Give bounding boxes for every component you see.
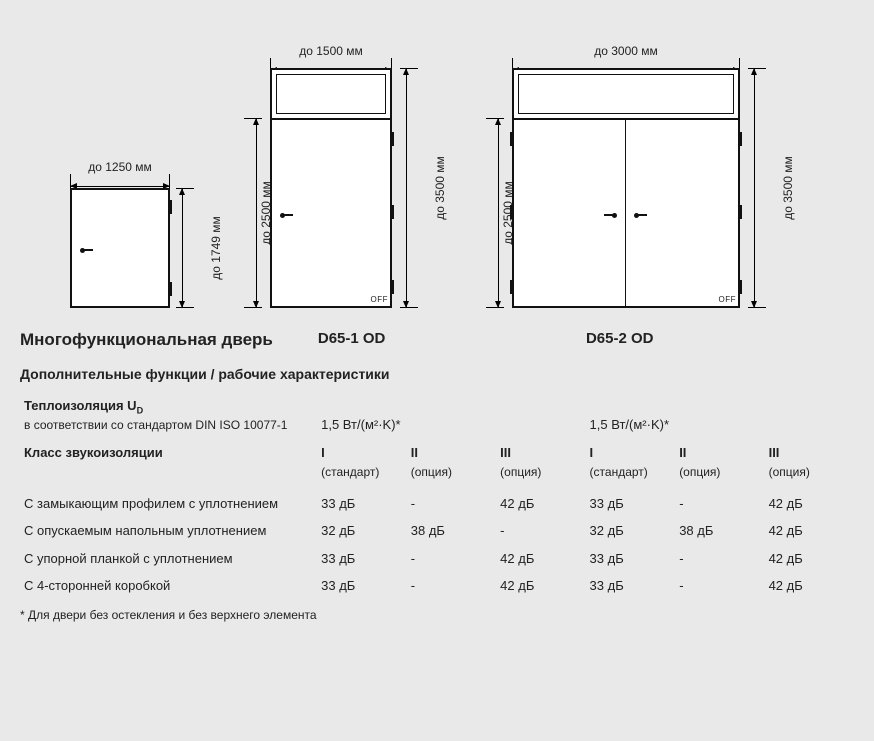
thermal-row: Теплоизоляция UD в соответствии со станд… xyxy=(20,392,854,439)
cell-value: 32 дБ xyxy=(317,517,407,545)
door-handle-icon xyxy=(634,213,639,218)
hinge-icon xyxy=(510,280,514,294)
cell-value: 42 дБ xyxy=(496,490,585,518)
door-handle-icon xyxy=(280,213,285,218)
sound-header-row: Класс звукоизоляции I II III I II III xyxy=(20,439,854,464)
cell-value: - xyxy=(407,490,496,518)
row-label: С 4-сторонней коробкой xyxy=(20,572,317,600)
dim-width: до 1250 мм xyxy=(70,160,170,174)
dim-height-leaf: до 2500 мм xyxy=(238,118,262,308)
hinge-icon xyxy=(510,205,514,219)
col-ii: II xyxy=(407,439,496,464)
hinge-icon xyxy=(738,280,742,294)
cell-value: 33 дБ xyxy=(586,545,676,573)
door-d65-2: до 3000 мм до 2500 мм до 3500 мм xyxy=(512,68,740,308)
hinge-icon xyxy=(738,205,742,219)
cell-value: - xyxy=(407,545,496,573)
thermal-note: в соответствии со стандартом DIN ISO 100… xyxy=(24,418,287,432)
table-row: С замыкающим профилем с уплотнением33 дБ… xyxy=(20,490,854,518)
dim-height: до 1749 мм xyxy=(176,188,200,308)
row-label: С замыкающим профилем с уплотнением xyxy=(20,490,317,518)
sound-subheader-row: (стандарт) (опция) (опция) (стандарт) (о… xyxy=(20,464,854,490)
off-label: OFF xyxy=(371,295,389,304)
footnote: * Для двери без остекления и без верхнег… xyxy=(20,600,854,622)
table-row: С упорной планкой с уплотнением33 дБ-42 … xyxy=(20,545,854,573)
cell-value: - xyxy=(675,545,764,573)
dim-width: до 3000 мм xyxy=(512,44,740,58)
row-label: С опускаемым напольным уплотнением xyxy=(20,517,317,545)
door-diagrams: до 1250 мм до 1749 мм до 1500 мм до 2500… xyxy=(20,18,854,308)
row-label: С упорной планкой с уплотнением xyxy=(20,545,317,573)
cell-value: 38 дБ xyxy=(407,517,496,545)
page-title: Многофункциональная дверь xyxy=(20,330,318,350)
col-iii: III xyxy=(496,439,585,464)
col-iii: III xyxy=(765,439,854,464)
door-leaf xyxy=(70,188,170,308)
table-row: С опускаемым напольным уплотнением32 дБ3… xyxy=(20,517,854,545)
cell-value: 42 дБ xyxy=(765,490,854,518)
hinge-icon xyxy=(510,132,514,146)
col-i: I xyxy=(317,439,407,464)
cell-value: - xyxy=(496,517,585,545)
dim-label: до 1500 мм xyxy=(299,44,363,58)
transom xyxy=(514,70,738,120)
thermal-val-1: 1,5 Вт/(м²·K)* xyxy=(317,392,585,439)
col-ii: II xyxy=(675,439,764,464)
dim-height-full: до 3500 мм xyxy=(400,68,424,308)
cell-value: 33 дБ xyxy=(317,490,407,518)
dim-label: до 3000 мм xyxy=(594,44,658,58)
cell-value: 38 дБ xyxy=(675,517,764,545)
title-row: Многофункциональная дверь D65-1 OD D65-2… xyxy=(20,330,854,350)
section-heading: Дополнительные функции / рабочие характе… xyxy=(20,366,854,382)
hinge-icon xyxy=(168,282,172,296)
cell-value: 32 дБ xyxy=(586,517,676,545)
sound-label: Класс звукоизоляции xyxy=(24,445,163,460)
cell-value: 42 дБ xyxy=(496,572,585,600)
hinge-icon xyxy=(390,280,394,294)
thermal-val-2: 1,5 Вт/(м²·K)* xyxy=(586,392,854,439)
cell-value: - xyxy=(675,572,764,600)
door-frame: OFF xyxy=(270,68,392,308)
cell-value: 42 дБ xyxy=(765,517,854,545)
cell-value: - xyxy=(407,572,496,600)
hinge-icon xyxy=(738,132,742,146)
dim-height-leaf: до 2500 мм xyxy=(480,118,504,308)
hinge-icon xyxy=(168,200,172,214)
cell-value: 33 дБ xyxy=(586,572,676,600)
transom xyxy=(272,70,390,120)
hinge-icon xyxy=(390,205,394,219)
off-label: OFF xyxy=(719,295,737,304)
hinge-icon xyxy=(390,132,394,146)
col-i: I xyxy=(586,439,676,464)
table-row: С 4-сторонней коробкой33 дБ-42 дБ33 дБ-4… xyxy=(20,572,854,600)
door-d65-1: до 1500 мм до 2500 мм до 3500 мм OFF xyxy=(270,68,392,308)
thermal-label: Теплоизоляция U xyxy=(24,398,137,413)
door-handle-icon xyxy=(80,248,85,253)
cell-value: 33 дБ xyxy=(317,572,407,600)
model-heading-1: D65-1 OD xyxy=(318,330,586,350)
door-handle-icon xyxy=(612,213,617,218)
cell-value: 33 дБ xyxy=(586,490,676,518)
dim-width: до 1500 мм xyxy=(270,44,392,58)
cell-value: 42 дБ xyxy=(496,545,585,573)
cell-value: 42 дБ xyxy=(765,545,854,573)
dim-height-full: до 3500 мм xyxy=(748,68,772,308)
dim-label: до 1250 мм xyxy=(88,160,152,174)
door-small: до 1250 мм до 1749 мм xyxy=(70,188,170,308)
cell-value: - xyxy=(675,490,764,518)
cell-value: 33 дБ xyxy=(317,545,407,573)
thermal-sub: D xyxy=(137,405,144,415)
specs-table: Теплоизоляция UD в соответствии со станд… xyxy=(20,392,854,600)
cell-value: 42 дБ xyxy=(765,572,854,600)
model-heading-2: D65-2 OD xyxy=(586,330,854,350)
door-frame: OFF xyxy=(512,68,740,308)
